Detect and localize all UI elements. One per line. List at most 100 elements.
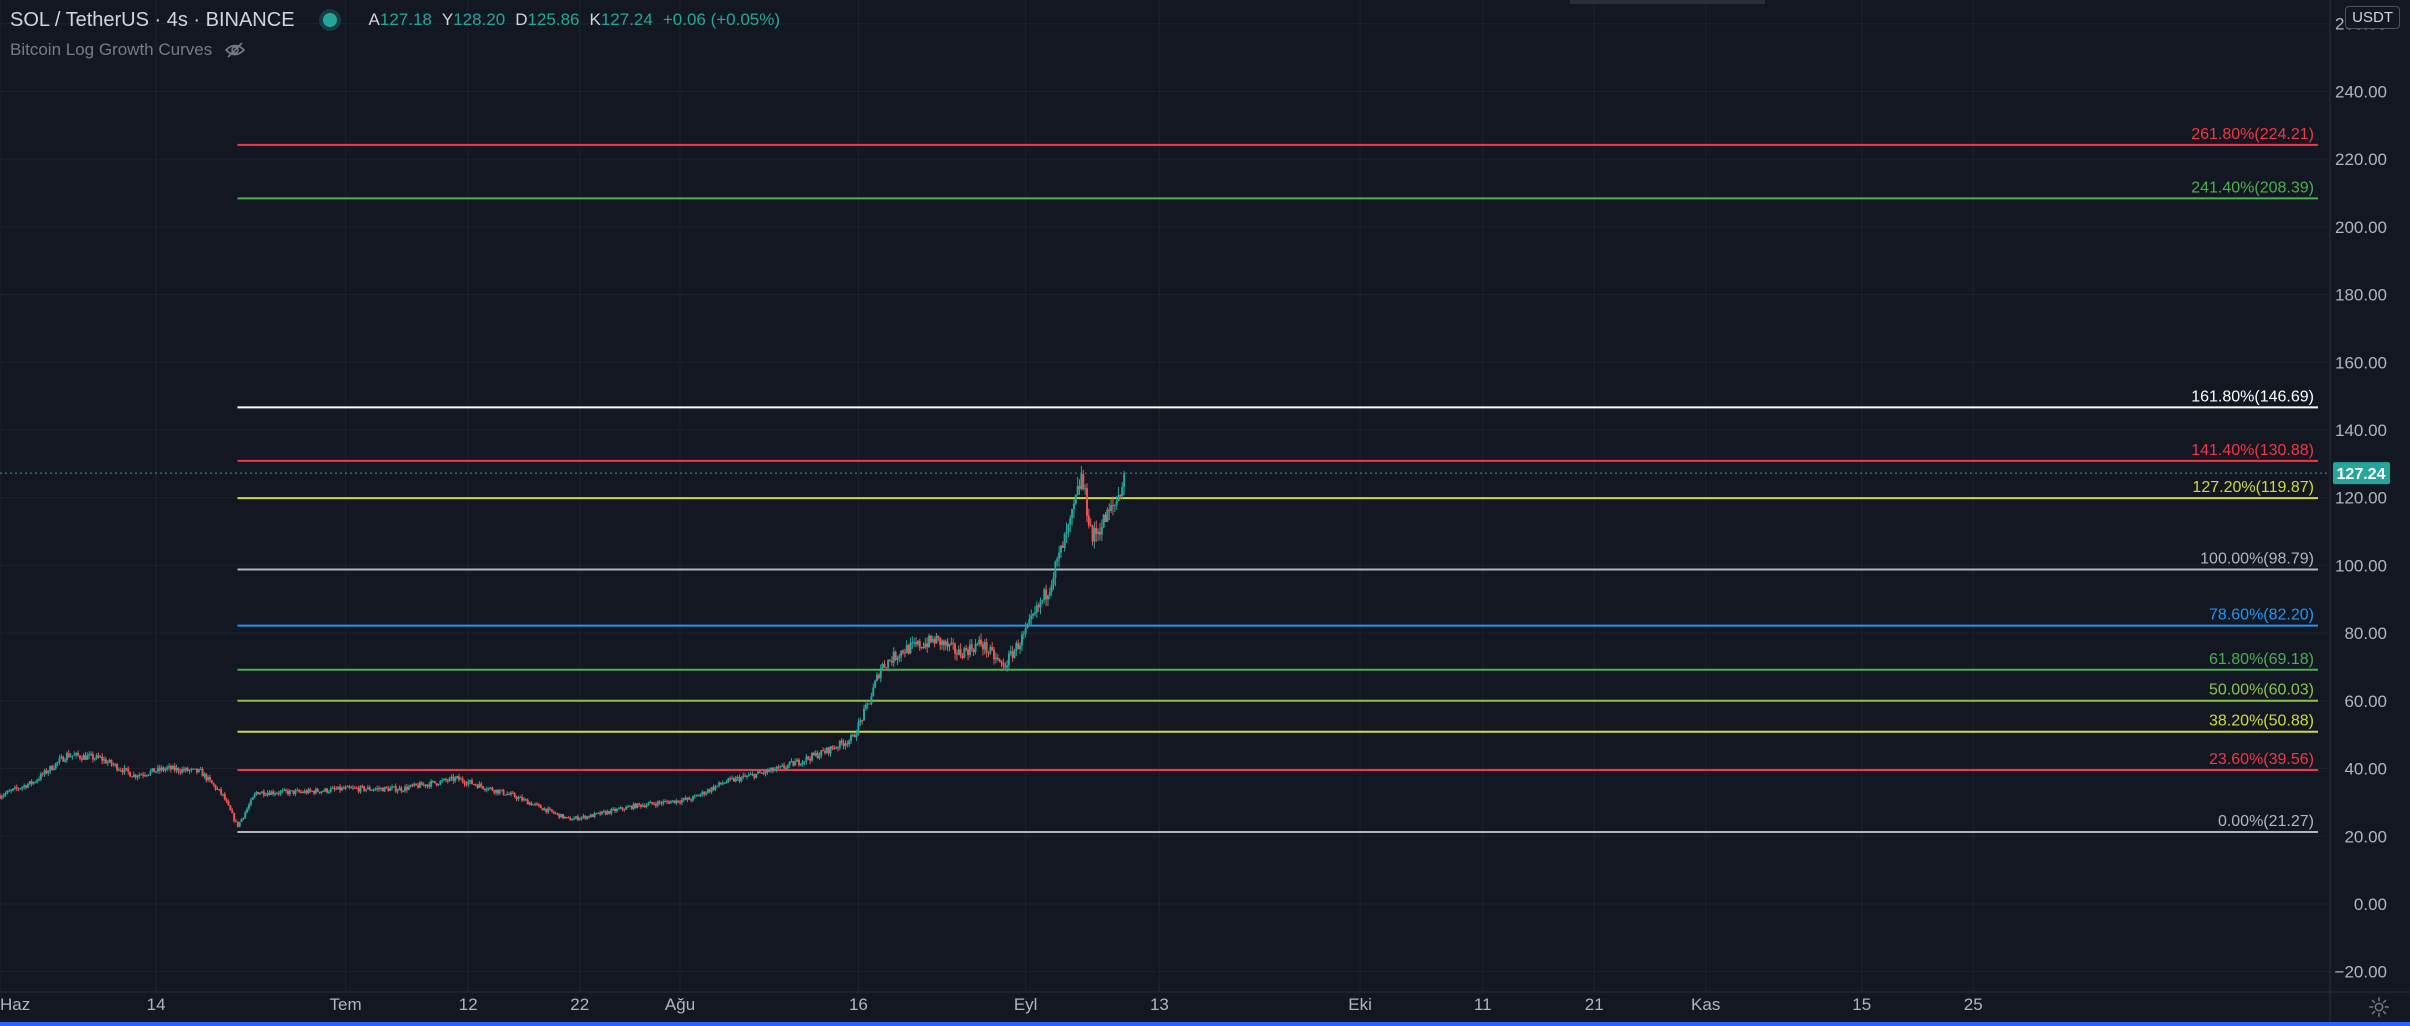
- candle-body: [725, 782, 728, 784]
- candle-body: [679, 802, 682, 804]
- candle-body: [612, 808, 615, 810]
- symbol-title[interactable]: SOL / TetherUS · 4s · BINANCE: [10, 8, 295, 31]
- y-tick-label: 0.00: [2354, 895, 2387, 914]
- candle-body: [301, 792, 304, 794]
- candle-body: [21, 787, 24, 789]
- candle-body: [773, 769, 776, 772]
- candle-body: [643, 805, 646, 807]
- candle-body: [892, 651, 895, 663]
- candle-body: [926, 643, 929, 648]
- candle-body: [547, 808, 550, 813]
- candle-body: [933, 638, 936, 644]
- candle-body: [822, 750, 825, 752]
- candle-body: [1093, 527, 1096, 542]
- candle-body: [207, 777, 210, 781]
- indicator-name[interactable]: Bitcoin Log Growth Curves: [10, 40, 213, 59]
- candle-body: [915, 642, 918, 645]
- candle-body: [526, 799, 529, 805]
- candle-body: [75, 752, 78, 755]
- candle-body: [346, 786, 349, 788]
- candle-body: [1078, 486, 1081, 489]
- candle-body: [771, 767, 774, 772]
- candle-body: [651, 802, 654, 804]
- candle-body: [617, 808, 620, 810]
- candle-body: [279, 791, 282, 794]
- candle-body: [628, 805, 631, 807]
- candle-body: [145, 775, 148, 777]
- candle-body: [734, 777, 737, 782]
- candle-body: [495, 789, 498, 793]
- candle-body: [528, 802, 531, 805]
- candle-body: [593, 813, 596, 817]
- candle-body: [1004, 665, 1007, 668]
- candle-body: [522, 799, 525, 801]
- currency-badge[interactable]: USDT: [2345, 6, 2400, 29]
- candle-body: [729, 778, 732, 780]
- candle-body: [790, 761, 793, 763]
- candle-body: [955, 653, 958, 655]
- candle-body: [482, 786, 485, 789]
- candle-body: [647, 803, 650, 806]
- candle-body: [368, 787, 371, 790]
- candle-body: [521, 796, 524, 801]
- candle-body: [669, 801, 672, 804]
- candle-body: [876, 674, 879, 681]
- candle-body: [511, 792, 514, 794]
- candle-body: [740, 777, 743, 782]
- candle-body: [435, 782, 438, 785]
- high-value: 128.20: [453, 10, 506, 29]
- candle-body: [25, 785, 28, 788]
- candle-body: [508, 793, 511, 795]
- candle-body: [47, 771, 50, 774]
- candle-body: [1069, 517, 1072, 525]
- x-tick-label: 22: [570, 995, 589, 1014]
- candle-body: [699, 794, 702, 797]
- candle-body: [80, 758, 83, 760]
- change-value: +0.06 (+0.05%): [662, 10, 781, 29]
- candle-body: [595, 813, 598, 815]
- gear-icon[interactable]: [2368, 996, 2390, 1018]
- candle-body: [634, 803, 637, 809]
- candle-body: [991, 647, 994, 650]
- fib-level-label: 61.80%(69.18): [2209, 651, 2314, 668]
- candle-body: [948, 644, 951, 647]
- candle-body: [916, 640, 919, 645]
- candle-body: [864, 704, 867, 709]
- candle-body: [268, 792, 271, 795]
- current-price-label: 127.24: [2337, 466, 2386, 483]
- candle-body: [23, 785, 26, 788]
- candle-body: [407, 786, 410, 790]
- candle-body: [411, 784, 414, 786]
- candle-body: [1037, 605, 1040, 608]
- candle-body: [300, 791, 303, 793]
- candle-body: [190, 768, 193, 771]
- candle-body: [758, 771, 761, 773]
- candle-body: [686, 797, 689, 800]
- candle-body: [788, 761, 791, 766]
- candle-body: [534, 803, 537, 805]
- candle-body: [405, 786, 408, 790]
- candle-body: [418, 782, 421, 788]
- candle-body: [857, 722, 860, 735]
- candle-body: [446, 780, 449, 782]
- candle-body: [1082, 474, 1085, 490]
- candle-body: [326, 788, 329, 793]
- candle-body: [764, 770, 767, 774]
- indicator-legend[interactable]: Bitcoin Log Growth Curves: [10, 40, 246, 60]
- eye-crossed-icon[interactable]: [224, 42, 246, 58]
- candle-body: [420, 782, 423, 786]
- candle-body: [1009, 651, 1012, 654]
- candle-body: [710, 787, 713, 792]
- candle-body: [736, 777, 739, 779]
- candle-body: [680, 799, 683, 803]
- candle-body: [156, 767, 159, 772]
- candle-body: [288, 790, 291, 795]
- x-tick-label: Tem: [330, 995, 362, 1014]
- candle-body: [749, 774, 752, 776]
- candle-body: [493, 790, 496, 793]
- candle-body: [151, 768, 154, 771]
- candle-body: [387, 787, 390, 791]
- candle-body: [532, 804, 535, 806]
